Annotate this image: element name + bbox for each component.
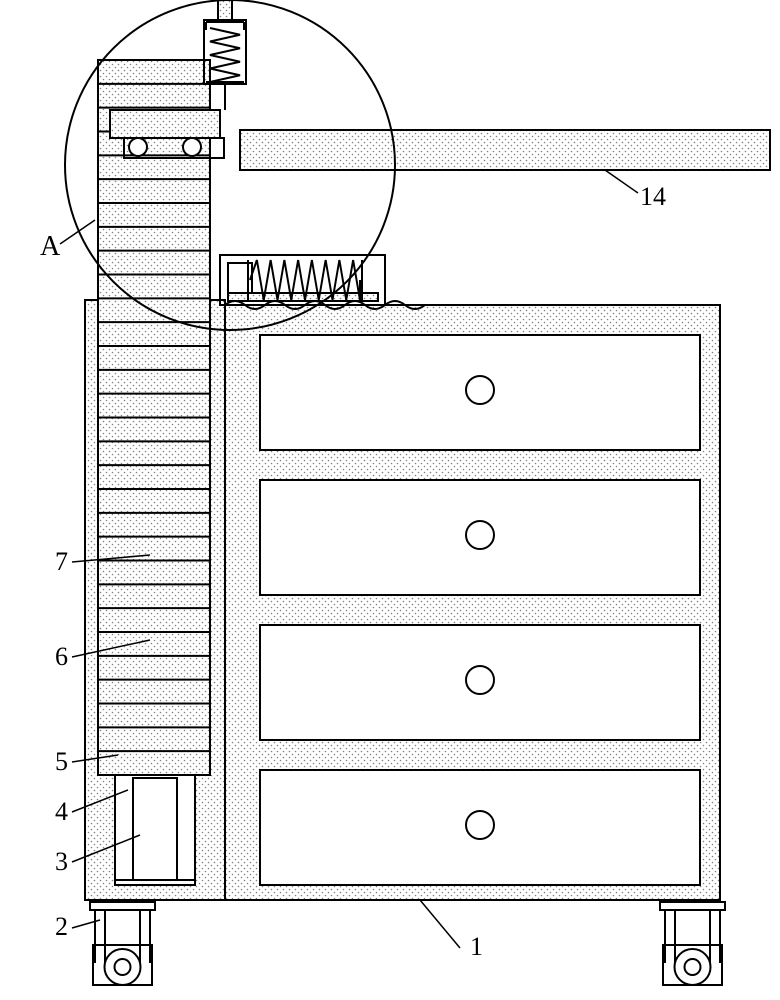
spring-top-coil (210, 28, 240, 82)
caster-plate (660, 902, 725, 910)
label-L2: 2 (55, 912, 68, 941)
leader-line (420, 900, 460, 948)
horizontal-arm (240, 130, 770, 170)
label-L5: 5 (55, 747, 68, 776)
leader-line (60, 220, 95, 244)
label-L1: 1 (470, 932, 483, 961)
diagram-stage: A 1 2 3 4 5 6 7 14 (0, 0, 780, 1000)
spring-post (218, 0, 232, 22)
label-L4: 4 (55, 797, 68, 826)
label-L6: 6 (55, 642, 68, 671)
drawer-knob (466, 811, 494, 839)
drawer-knob (466, 666, 494, 694)
label-A: A (40, 231, 61, 262)
label-L7: 7 (55, 547, 68, 576)
top-cap (110, 110, 220, 138)
label-L3: 3 (55, 847, 68, 876)
leader-line (605, 170, 638, 193)
motor-inner (133, 778, 177, 880)
drawer-knob (466, 521, 494, 549)
roller (129, 138, 147, 156)
caster-hub (115, 959, 131, 975)
caster-plate (90, 902, 155, 910)
diagram-svg: A 1 2 3 4 5 6 7 14 (0, 0, 780, 1000)
drawer-knob (466, 376, 494, 404)
label-L14: 14 (640, 182, 666, 211)
caster-hub (685, 959, 701, 975)
roller (183, 138, 201, 156)
